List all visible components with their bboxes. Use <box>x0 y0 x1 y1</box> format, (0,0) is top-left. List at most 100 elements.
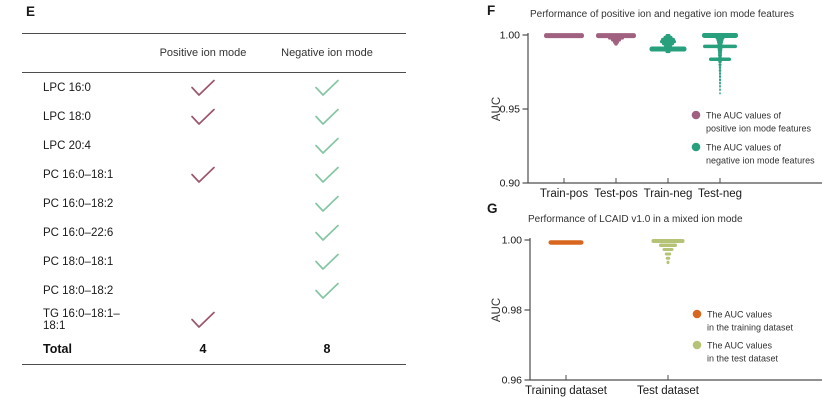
table-row: LPC 16:0 <box>22 73 406 102</box>
strip-group-test-pos <box>596 33 636 46</box>
positive-mode-cell <box>140 311 266 329</box>
legend-dot <box>691 142 701 152</box>
data-point-cluster <box>613 40 619 44</box>
data-point-cluster <box>548 240 584 245</box>
table-row: PC 18:0–18:1 <box>22 247 406 276</box>
data-point-cluster <box>664 252 672 256</box>
data-point-cluster <box>719 92 721 95</box>
check-icon-negative <box>315 195 339 212</box>
lipid-name: LPC 20:4 <box>43 139 91 152</box>
negative-mode-cell <box>266 137 388 155</box>
data-point-cluster <box>718 53 722 57</box>
data-point-cluster <box>718 66 722 70</box>
total-positive-count: 4 <box>199 342 207 356</box>
panel-label-g: G <box>487 201 498 216</box>
negative-mode-cell <box>266 195 388 213</box>
negative-mode-cell <box>266 253 388 271</box>
data-point-cluster <box>718 69 722 73</box>
positive-mode-cell <box>140 108 266 126</box>
table-header-positive: Positive ion mode <box>159 47 247 59</box>
data-point-cluster <box>719 78 721 82</box>
check-icon-negative <box>315 253 339 270</box>
data-point-cluster <box>611 38 621 42</box>
lipid-name: PC 18:0–18:2 <box>43 284 114 297</box>
y-tick-label: 0.95 <box>500 104 521 116</box>
x-tick-label: Test dataset <box>637 385 700 397</box>
check-icon-positive <box>191 311 215 328</box>
table-row: LPC 20:4 <box>22 131 406 160</box>
negative-mode-cell <box>266 166 388 184</box>
lipid-name: LPC 18:0 <box>43 110 91 123</box>
lipid-name: PC 16:0–18:1 <box>43 168 114 181</box>
table-row: PC 16:0–18:2 <box>22 189 406 218</box>
chart-auc-ion-modes: Performance of positive ion and negative… <box>491 9 822 200</box>
data-point-cluster <box>719 71 721 75</box>
x-tick-label: Train-neg <box>644 188 693 200</box>
chart-title: Performance of positive ion and negative… <box>530 9 794 20</box>
table-row: PC 16:0–22:6 <box>22 218 406 247</box>
table-rule-bottom <box>22 364 406 365</box>
table-row: LPC 18:0 <box>22 102 406 131</box>
data-point-cluster <box>703 44 737 49</box>
data-point-cluster <box>662 247 674 251</box>
panel-label-e: E <box>26 4 36 19</box>
data-point-cluster <box>719 84 721 88</box>
legend-dot <box>692 340 702 350</box>
data-point-cluster <box>709 57 731 62</box>
data-point-cluster <box>702 32 738 38</box>
table-rule-header <box>22 72 406 73</box>
check-icon-positive <box>191 108 215 125</box>
data-point-cluster <box>649 46 687 52</box>
data-point-cluster <box>717 49 723 53</box>
data-point-cluster <box>651 239 685 244</box>
panel-label-f: F <box>487 3 496 18</box>
data-point-cluster <box>717 46 723 50</box>
negative-mode-cell <box>266 224 388 242</box>
y-tick-label: 0.98 <box>502 305 523 317</box>
negative-mode-cell <box>266 282 388 300</box>
data-point-cluster <box>614 42 618 46</box>
check-icon-negative <box>315 166 339 183</box>
data-point-cluster <box>659 243 677 247</box>
table-header-row: Positive ion mode Negative ion mode <box>22 34 406 72</box>
check-icon-negative <box>315 79 339 96</box>
check-icon-positive <box>191 79 215 96</box>
data-point-cluster <box>718 60 722 64</box>
data-point-cluster <box>666 260 670 265</box>
data-point-cluster <box>544 33 584 39</box>
strip-group-train-pos <box>544 33 584 39</box>
x-tick-label: Training dataset <box>525 385 608 397</box>
strip-group-training-dataset <box>548 240 584 245</box>
check-icon-negative <box>315 282 339 299</box>
table-rule-top <box>22 33 406 34</box>
y-axis-label: AUC <box>491 298 503 322</box>
negative-mode-cell <box>266 79 388 97</box>
table-header-negative: Negative ion mode <box>281 47 373 59</box>
lipid-name: LPC 16:0 <box>43 81 91 94</box>
legend-text-line: in the test dataset <box>707 354 779 364</box>
table-body: LPC 16:0 LPC 18:0 LPC 20:4 PC 16:0–18:1 PC 1… <box>22 73 406 334</box>
x-tick-label: Test-neg <box>698 188 742 200</box>
y-axis-label: AUC <box>491 97 503 121</box>
strip-group-test-neg <box>702 32 738 95</box>
check-icon-negative <box>315 137 339 154</box>
table-row: PC 16:0–18:1 <box>22 160 406 189</box>
lipid-name: PC 18:0–18:1 <box>43 255 114 268</box>
legend-text-line: The AUC values <box>707 341 773 351</box>
chart-auc-lcaid-mixed: Performance of LCAID v1.0 in a mixed ion… <box>491 214 822 397</box>
data-point-cluster <box>665 50 671 54</box>
table-row: TG 16:0–18:1–18:1 <box>22 305 406 334</box>
strip-group-test-dataset <box>651 239 685 265</box>
lipid-name: TG 16:0–18:1–18:1 <box>43 307 120 332</box>
negative-mode-cell <box>266 108 388 126</box>
data-point-cluster <box>665 256 671 260</box>
lipid-name: PC 16:0–18:2 <box>43 197 114 210</box>
data-point-cluster <box>719 88 721 92</box>
ion-mode-feature-table: Positive ion mode Negative ion mode LPC … <box>22 33 406 365</box>
x-tick-label: Test-pos <box>594 188 638 200</box>
legend-text-line: negative ion mode features <box>706 156 815 166</box>
data-point-cluster <box>718 63 722 67</box>
y-tick-label: 1.00 <box>502 235 523 247</box>
check-icon-positive <box>191 166 215 183</box>
